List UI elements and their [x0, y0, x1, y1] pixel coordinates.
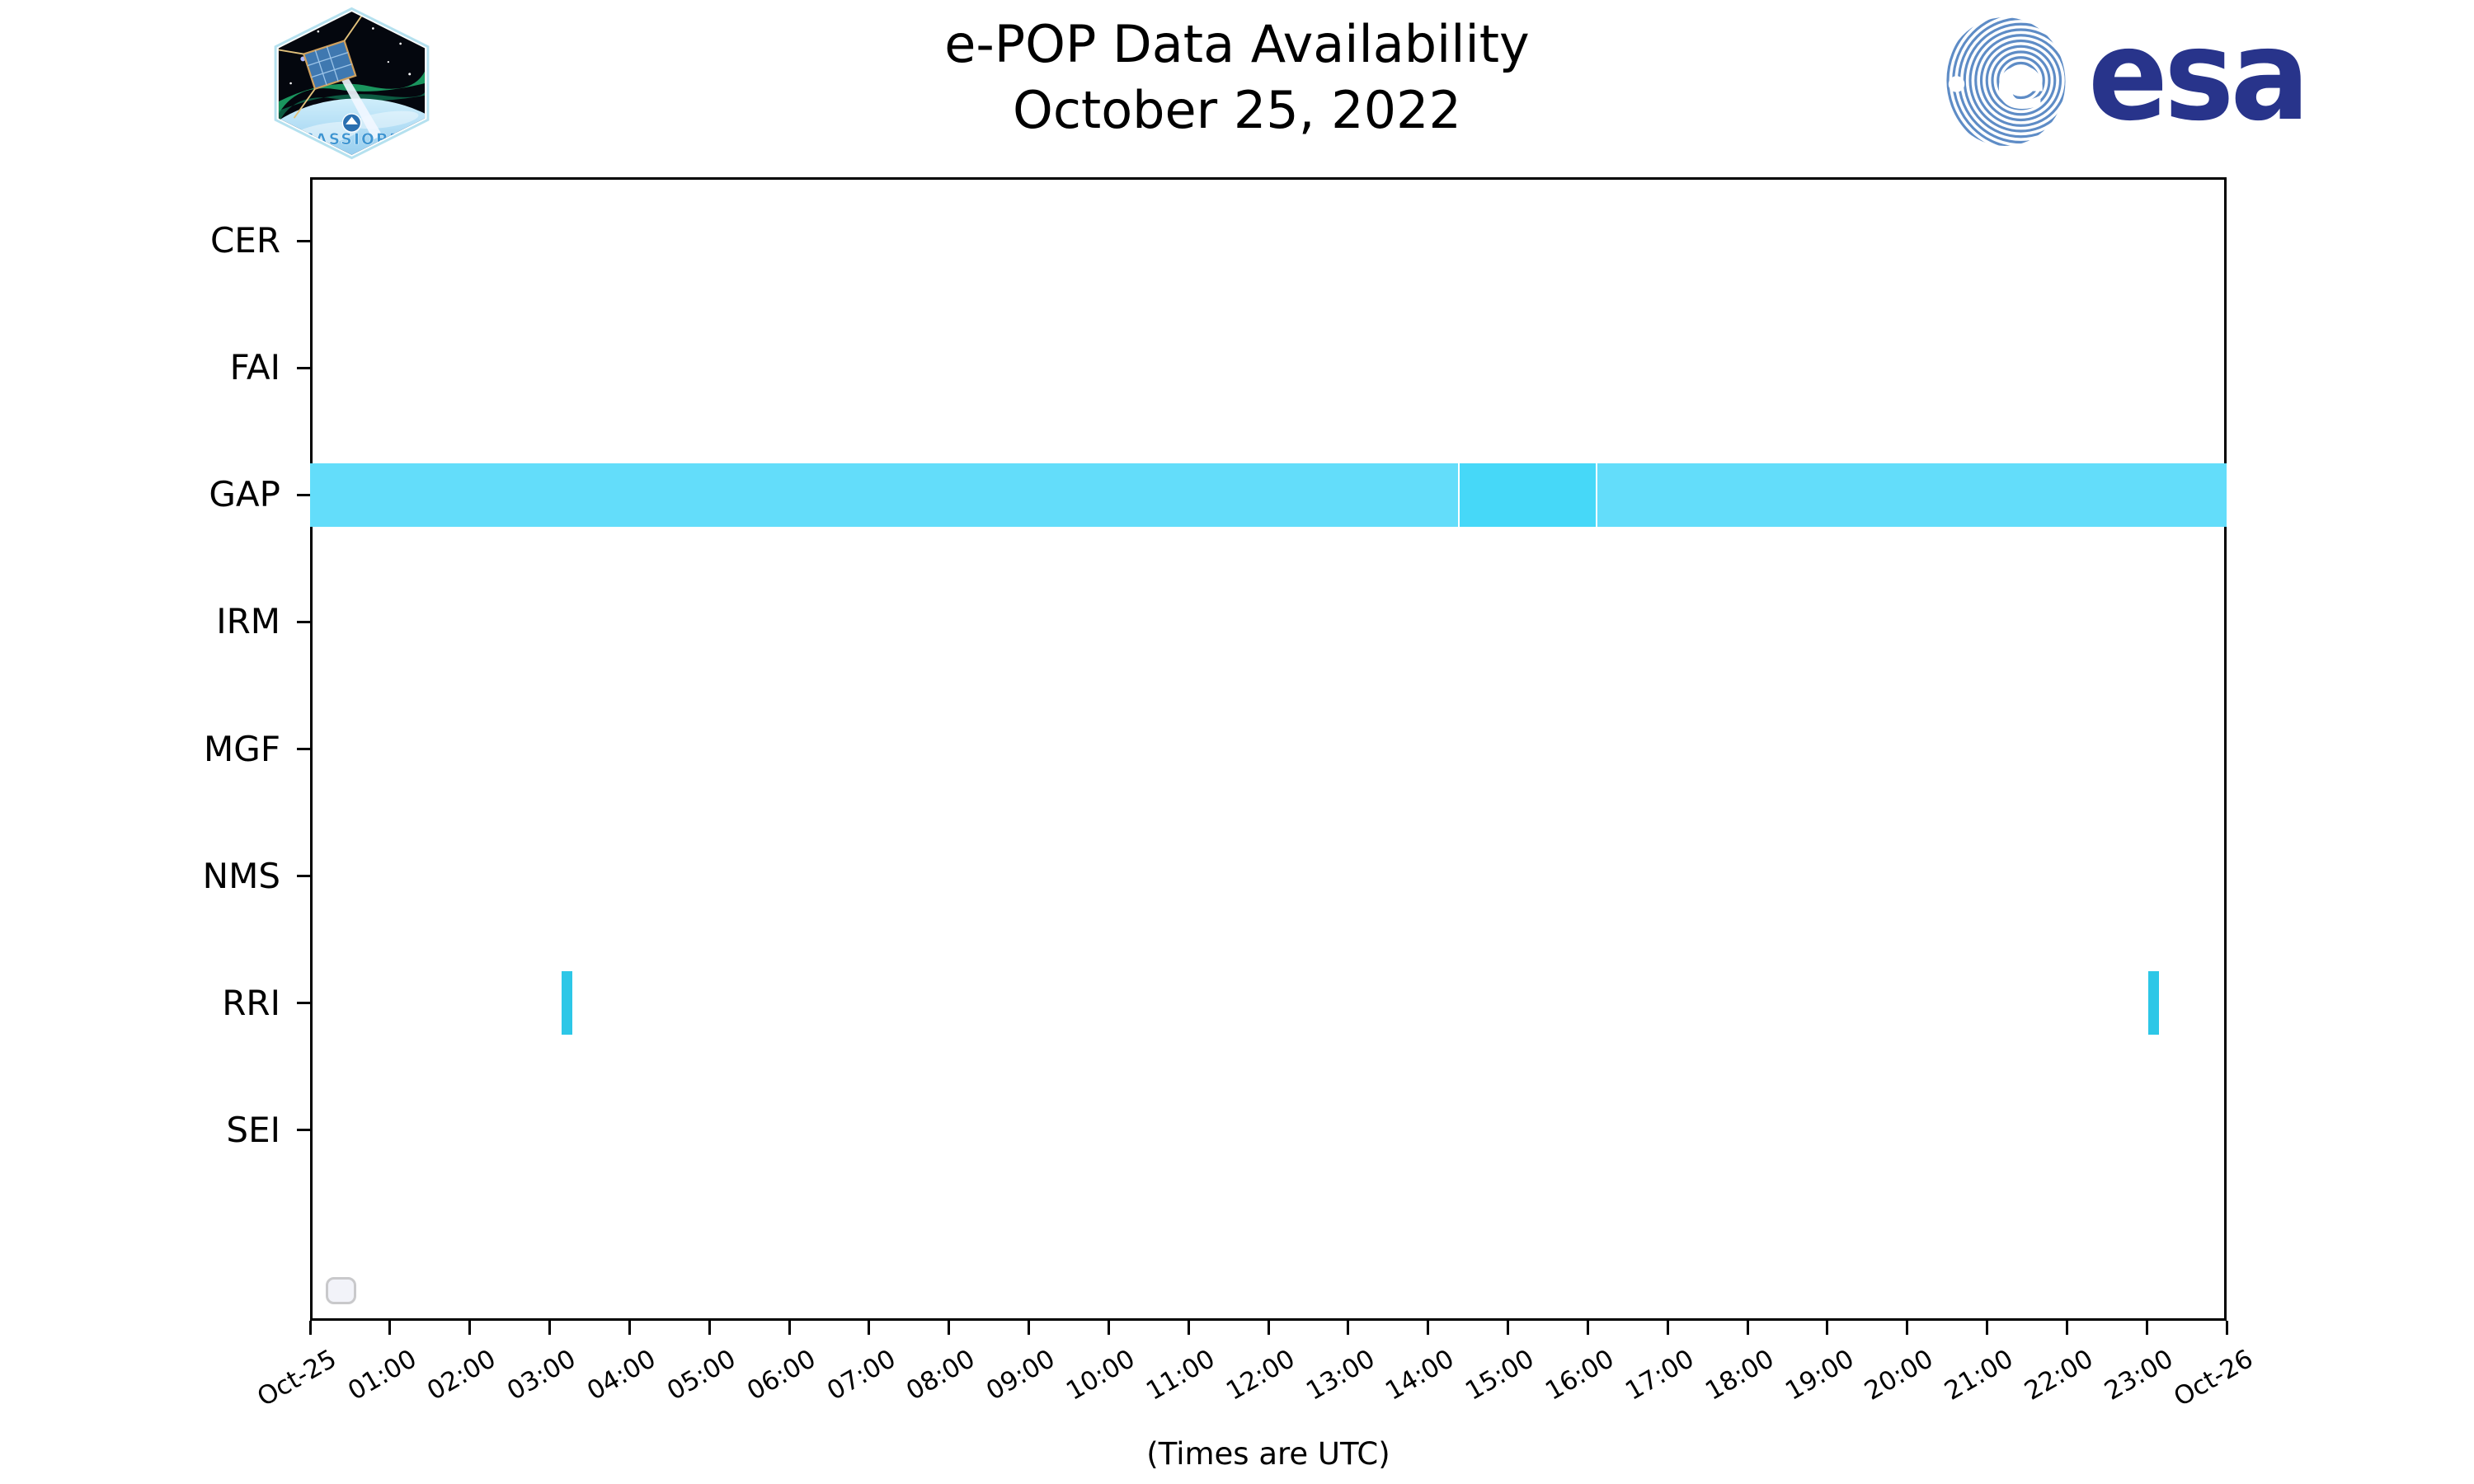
x-tick	[1347, 1321, 1350, 1335]
y-tick-label-nms: NMS	[202, 855, 280, 896]
x-tick	[1187, 1321, 1190, 1335]
x-tick-label: 15:00	[1460, 1344, 1540, 1407]
data-interval-rri	[2148, 971, 2160, 1036]
x-tick	[1267, 1321, 1270, 1335]
x-tick	[628, 1321, 631, 1335]
x-tick-label: 19:00	[1780, 1344, 1859, 1407]
x-tick	[1986, 1321, 1988, 1335]
x-tick-label: 18:00	[1700, 1344, 1779, 1407]
x-tick	[1107, 1321, 1110, 1335]
y-tick-label-fai: FAI	[229, 347, 280, 388]
x-tick-label: 08:00	[901, 1344, 981, 1407]
legend-box	[326, 1277, 356, 1304]
x-tick	[1507, 1321, 1509, 1335]
y-tick-label-sei: SEI	[226, 1109, 280, 1150]
x-tick	[1666, 1321, 1669, 1335]
x-tick-label: 22:00	[2019, 1344, 2099, 1407]
x-axis-caption: (Times are UTC)	[1146, 1436, 1390, 1472]
y-tick-label-cer: CER	[209, 220, 280, 261]
data-interval-gap	[1459, 463, 1597, 527]
y-tick	[297, 1129, 310, 1132]
x-tick	[2145, 1321, 2148, 1335]
y-tick	[297, 493, 310, 496]
x-tick-label: 11:00	[1141, 1344, 1221, 1407]
x-tick	[1028, 1321, 1030, 1335]
x-tick	[548, 1321, 551, 1335]
x-tick	[948, 1321, 951, 1335]
y-tick	[297, 366, 310, 369]
x-tick	[788, 1321, 791, 1335]
plot-area	[310, 177, 2227, 1321]
x-tick-label: Oct-25	[252, 1344, 341, 1413]
x-tick-label: 20:00	[1860, 1344, 1939, 1407]
x-tick	[1746, 1321, 1749, 1335]
x-tick-label: Oct-26	[2168, 1344, 2258, 1413]
y-tick	[297, 620, 310, 623]
x-tick-label: 17:00	[1620, 1344, 1700, 1407]
svg-text:e: e	[1996, 40, 2046, 126]
cassiope-satellite-icon: CASSIOPE	[274, 7, 430, 160]
x-tick-label: 05:00	[661, 1344, 741, 1407]
x-tick-label: 04:00	[581, 1344, 661, 1407]
esa-logo: e esa	[1943, 12, 2320, 152]
x-tick-label: 21:00	[1940, 1344, 2019, 1407]
esa-globe-icon: e	[1944, 17, 2066, 146]
x-tick	[1826, 1321, 1829, 1335]
x-tick-label: 03:00	[502, 1344, 581, 1407]
x-tick	[468, 1321, 472, 1335]
x-tick	[1906, 1321, 1909, 1335]
x-tick-label: 23:00	[2099, 1344, 2179, 1407]
cassiope-mission-patch: CASSIOPE	[266, 7, 437, 160]
y-tick	[297, 1002, 310, 1005]
y-tick	[297, 748, 310, 750]
x-tick	[1427, 1321, 1430, 1335]
data-interval-gap	[1597, 463, 2227, 527]
x-tick-label: 16:00	[1540, 1344, 1620, 1407]
x-tick	[2225, 1321, 2228, 1335]
y-tick	[297, 875, 310, 878]
x-tick-label: 09:00	[981, 1344, 1061, 1407]
x-tick-label: 13:00	[1300, 1344, 1380, 1407]
x-tick	[2065, 1321, 2068, 1335]
y-tick-label-mgf: MGF	[204, 728, 280, 769]
x-tick-label: 02:00	[422, 1344, 501, 1407]
y-tick-label-gap: GAP	[209, 474, 280, 515]
x-tick-label: 12:00	[1221, 1344, 1300, 1407]
x-tick-label: 10:00	[1061, 1344, 1141, 1407]
y-tick	[297, 239, 310, 242]
esa-wordmark: esa	[2088, 2, 2310, 148]
x-tick-label: 14:00	[1380, 1344, 1460, 1407]
x-tick	[868, 1321, 871, 1335]
x-tick-label: 01:00	[342, 1344, 421, 1407]
x-tick	[388, 1321, 392, 1335]
x-tick	[1586, 1321, 1589, 1335]
x-tick	[308, 1321, 312, 1335]
y-tick-label-irm: IRM	[216, 601, 280, 642]
data-interval-rri	[561, 971, 572, 1036]
y-tick-label-rri: RRI	[222, 982, 280, 1023]
x-tick-label: 06:00	[741, 1344, 821, 1407]
x-tick	[708, 1321, 711, 1335]
x-tick-label: 07:00	[821, 1344, 901, 1407]
data-interval-gap	[310, 463, 1458, 527]
